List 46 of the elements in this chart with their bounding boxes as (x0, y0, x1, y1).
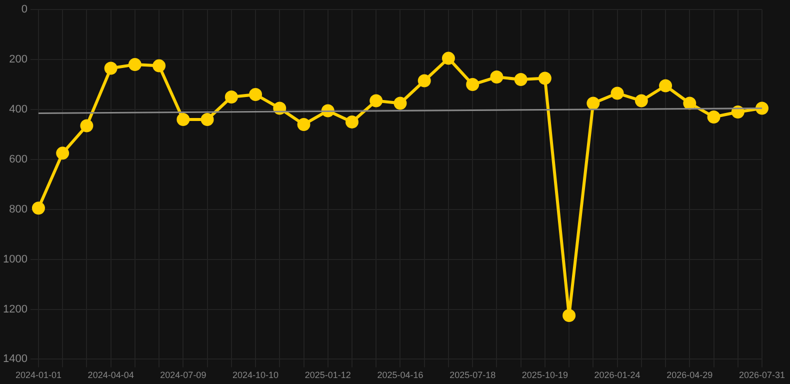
point (514, 73, 528, 86)
point (707, 110, 720, 124)
y-tick-label: 1200 (2, 303, 28, 316)
point (370, 94, 383, 108)
point (610, 86, 624, 100)
point (634, 94, 648, 108)
x-tick-label: 2024-01-01 (15, 370, 62, 380)
x-tick-label: 2026-07-31 (738, 370, 786, 380)
x-tick-label: 2024-07-09 (160, 370, 206, 380)
point (466, 78, 480, 92)
point (538, 72, 552, 85)
y-tick-label: 800 (9, 203, 28, 216)
point (297, 118, 310, 131)
y-tick-label: 1400 (2, 353, 28, 366)
x-tick-label: 2026-04-29 (666, 370, 713, 380)
x-tick-label: 2026-01-24 (594, 370, 640, 380)
point (418, 74, 431, 88)
point (128, 58, 142, 72)
point (249, 88, 262, 102)
point (756, 102, 768, 115)
point (152, 59, 166, 72)
x-tick-label: 2025-07-18 (450, 370, 496, 380)
y-tick-label: 200 (9, 54, 28, 66)
point (200, 112, 214, 126)
point (80, 119, 94, 132)
x-tick-label: 2024-04-04 (88, 370, 134, 380)
point (683, 96, 696, 110)
point (224, 90, 238, 104)
point (346, 115, 358, 128)
point (104, 62, 118, 75)
point (56, 146, 70, 160)
y-tick-label: 600 (9, 153, 28, 166)
y-tick-label: 1000 (2, 253, 28, 266)
y-tick-label: 0 (21, 4, 28, 16)
point (442, 52, 455, 65)
x-tick-label: 2024-10-10 (232, 370, 279, 380)
point (176, 112, 190, 126)
y-tick-label: 400 (9, 104, 28, 116)
point (490, 70, 504, 84)
point (394, 96, 407, 110)
x-tick-label: 2025-04-16 (377, 370, 424, 380)
point (659, 79, 672, 92)
x-tick-label: 2025-10-19 (522, 370, 568, 380)
x-tick-label: 2025-01-12 (304, 370, 351, 380)
point (586, 96, 600, 110)
point (562, 309, 576, 322)
